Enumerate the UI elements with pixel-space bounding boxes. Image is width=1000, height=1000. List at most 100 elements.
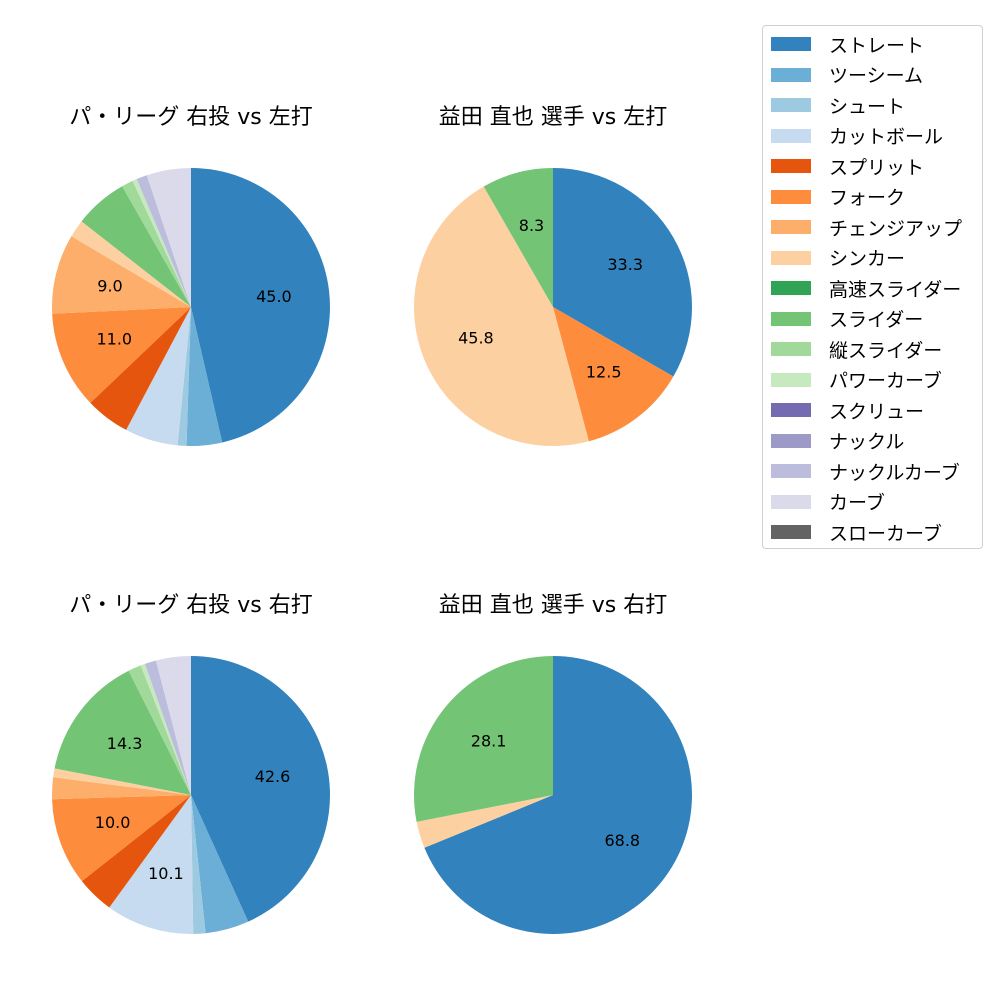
pie-slice (553, 168, 693, 377)
pie-slice (413, 186, 589, 446)
legend-item: スローカーブ (771, 517, 942, 547)
legend-item: ツーシーム (771, 60, 923, 90)
legend-swatch (771, 189, 811, 204)
legend-label: チェンジアップ (829, 217, 963, 240)
pie-slice (553, 307, 674, 442)
legend-item: スライダー (771, 304, 923, 334)
pie-slice (54, 670, 191, 795)
legend-label: フォーク (829, 187, 906, 209)
legend-item: スクリュー (771, 395, 924, 425)
legend-item: ストレート (771, 29, 924, 59)
legend-label: カーブ (829, 492, 885, 514)
legend-item: フォーク (771, 182, 905, 212)
legend-label: スプリット (829, 156, 925, 179)
pie-slice (140, 663, 191, 795)
slice-data-label: 33.3 (607, 255, 643, 274)
slice-data-label: 10.1 (148, 864, 184, 883)
slice-data-label: 14.3 (107, 734, 143, 753)
legend-label: スライダー (829, 309, 924, 331)
legend-item: シュート (771, 90, 905, 120)
pie-chart-1: パ・リーグ 右投 vs 左打 45.0 11.0 9.0 (51, 105, 330, 447)
legend-swatch (771, 220, 811, 234)
pie-chart-3: パ・リーグ 右投 vs 右打 42.6 10.1 10.0 14.3 (51, 593, 330, 934)
pie-slice (416, 795, 553, 848)
legend-label: ナックルカーブ (829, 461, 960, 484)
legend-label: スローカーブ (829, 522, 942, 545)
pie-slice (53, 768, 191, 795)
chart-title: 益田 直也 選手 vs 右打 (439, 593, 667, 618)
legend-swatch (771, 250, 811, 265)
slice-data-label: 11.0 (96, 329, 132, 348)
slice-data-label: 45.0 (256, 287, 292, 306)
pie-slice (132, 179, 191, 307)
legend-label: シンカー (829, 248, 906, 270)
legend-swatch (771, 342, 811, 356)
legend-swatch (771, 494, 811, 509)
slice-data-label: 28.1 (471, 732, 507, 751)
pie-slice (191, 656, 330, 922)
pie-chart-4: 益田 直也 選手 vs 右打 68.8 28.1 (414, 593, 692, 935)
legend-label: カットボール (829, 126, 944, 148)
legend-item: パワーカーブ (771, 365, 942, 395)
pie-slice (483, 168, 553, 307)
pie-slice (144, 660, 191, 795)
slice-data-label: 12.5 (586, 363, 622, 382)
legend-swatch (771, 433, 811, 448)
pie-slice (146, 168, 191, 307)
legend-item: 高速スライダー (771, 273, 961, 303)
slice-data-label: 68.8 (604, 831, 640, 850)
legend-item: カットボール (771, 121, 943, 151)
legend-swatch (771, 98, 811, 112)
pie-slice (52, 307, 191, 403)
pie-slice (191, 168, 330, 443)
pie-slice (191, 795, 206, 934)
legend-label: ストレート (829, 34, 925, 57)
legend-swatch (771, 464, 811, 478)
pie-slice (122, 180, 191, 307)
legend-label: パワーカーブ (829, 370, 942, 392)
pie-chart-2: 益田 直也 選手 vs 左打 33.3 12.5 45.8 8.3 (413, 105, 693, 446)
pie-slice (177, 307, 191, 446)
legend-swatch (771, 37, 811, 51)
pie-slice (81, 186, 191, 307)
legend-swatch (771, 525, 811, 539)
slice-data-label: 42.6 (255, 767, 291, 786)
pie-slice (51, 236, 192, 314)
pie-slice (155, 656, 191, 795)
pie-slice (128, 665, 191, 795)
legend-item: カーブ (771, 487, 885, 517)
pie-slice (52, 795, 192, 882)
pie-slice (90, 307, 191, 430)
legend-swatch (771, 67, 811, 82)
slice-data-label: 10.0 (95, 813, 131, 832)
chart-title: 益田 直也 選手 vs 左打 (439, 105, 667, 130)
legend-label: スクリュー (829, 400, 925, 423)
pie-slice (191, 795, 249, 934)
legend: ストレートツーシームシュートカットボール スプリットフォークチェンジアップ シンカー… (762, 25, 983, 549)
chart-title: パ・リーグ 右投 vs 右打 (69, 593, 312, 618)
legend-item: シンカー (771, 243, 905, 273)
legend-item: チェンジアップ (771, 212, 962, 242)
legend-item: スプリット (771, 151, 924, 181)
legend-swatch (771, 281, 811, 295)
pie-slice (186, 307, 223, 447)
pie-slice (81, 795, 191, 908)
legend-label: 高速スライダー (829, 278, 962, 301)
slice-data-label: 45.8 (458, 328, 494, 347)
legend-swatch (771, 372, 811, 387)
legend-label: ナックル (829, 431, 905, 453)
pie-slice (414, 656, 553, 822)
legend-swatch (771, 128, 811, 143)
legend-item: 縦スライダー (771, 334, 942, 364)
legend-item: ナックル (771, 426, 904, 456)
pie-slice (71, 221, 191, 307)
pie-slice (126, 307, 191, 446)
legend-label: シュート (829, 95, 906, 118)
legend-label: ツーシーム (829, 65, 924, 87)
legend-swatch (771, 403, 811, 417)
legend-label: 縦スライダー (829, 339, 943, 362)
legend-item: ナックルカーブ (771, 456, 960, 486)
legend-swatch (771, 159, 811, 173)
pie-slice (51, 777, 191, 800)
